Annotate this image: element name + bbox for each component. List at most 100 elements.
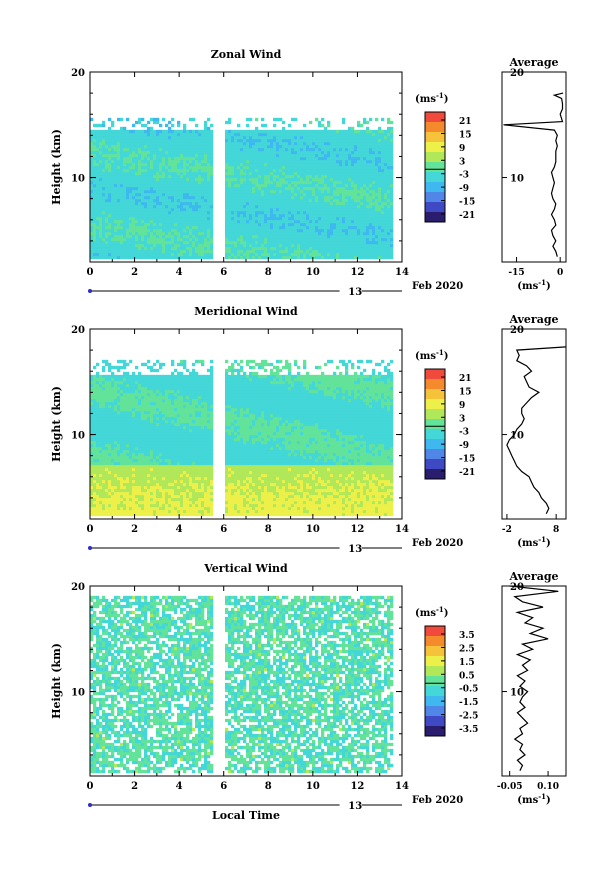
panel-title: Vertical Wind xyxy=(203,562,288,575)
colorbar-segment xyxy=(425,419,445,430)
average-y-tick-label: 20 xyxy=(510,68,524,79)
x-tick-label: 4 xyxy=(176,524,183,535)
month-label: Feb 2020 xyxy=(412,281,463,292)
panel-zonal-wind: Zonal Wind 0 2 4 6 8 10 12 14 10 20 Height (km) 13 Fe… xyxy=(50,48,567,298)
average-x-label: (ms-1) xyxy=(517,535,550,549)
colorbar-segment xyxy=(425,626,445,637)
colorbar-tick-label: -1.5 xyxy=(459,698,478,708)
colorbar-segment xyxy=(425,409,445,420)
colorbar-segment xyxy=(425,429,445,440)
average-panel: Average 10 20 -2 8(ms-1) xyxy=(501,313,567,549)
x-tick-label: 8 xyxy=(265,781,272,792)
colorbar-segment xyxy=(425,656,445,667)
x-tick-label: 8 xyxy=(265,267,272,278)
colorbar-segment xyxy=(425,449,445,460)
colorbar-tick-label: 3 xyxy=(459,157,465,167)
colorbar-segment xyxy=(425,132,445,143)
colorbar-segment xyxy=(425,152,445,163)
colorbar-segment xyxy=(425,172,445,183)
date-label: 13 xyxy=(348,544,362,555)
colorbar-segment xyxy=(425,716,445,727)
x-tick-label: 8 xyxy=(265,524,272,535)
colorbar-segment xyxy=(425,439,445,450)
average-x-tick-label: 0.10 xyxy=(537,782,559,792)
x-tick-label: 0 xyxy=(87,267,94,278)
colorbar-tick-label: -9 xyxy=(459,441,469,451)
panel-meridional-wind: Meridional Wind 0 2 4 6 8 10 12 14 10 20 Height (km… xyxy=(50,305,567,555)
average-x-tick-label: 0 xyxy=(557,268,563,278)
colorbar-segment xyxy=(425,192,445,203)
x-tick-label: 2 xyxy=(131,267,138,278)
heatmap-field xyxy=(90,359,394,517)
x-tick-label: 10 xyxy=(306,781,320,792)
heatmap-field xyxy=(90,117,394,260)
y-tick-label: 10 xyxy=(71,431,85,442)
colorbar-tick-label: -3 xyxy=(459,171,469,181)
average-panel: Average 10 20 -0.05 0.10(ms-1) xyxy=(497,570,567,806)
average-profile-line xyxy=(503,92,564,257)
average-y-tick-label: 10 xyxy=(510,174,524,185)
colorbar-unit: (ms-1) xyxy=(415,91,448,105)
average-title: Average xyxy=(508,56,558,69)
y-tick-label: 10 xyxy=(71,174,85,185)
colorbar-segment xyxy=(425,686,445,697)
colorbar-tick-label: 9 xyxy=(459,401,465,411)
average-profile-line xyxy=(509,585,559,771)
y-tick-label: 20 xyxy=(71,68,85,79)
colorbar-tick-label: 3.5 xyxy=(459,631,475,641)
colorbar-segment xyxy=(425,162,445,173)
average-profile-line xyxy=(506,346,567,514)
average-frame xyxy=(501,328,567,520)
x-tick-label: 14 xyxy=(395,524,409,535)
colorbar-tick-label: 3 xyxy=(459,414,465,424)
colorbar-segment xyxy=(425,646,445,657)
colorbar-tick-label: 15 xyxy=(459,130,472,140)
colorbar-segment xyxy=(425,696,445,707)
x-tick-label: 12 xyxy=(350,267,364,278)
date-marker xyxy=(88,289,92,293)
colorbar-tick-label: -3 xyxy=(459,428,469,438)
average-y-tick-label: 20 xyxy=(510,325,524,336)
average-panel: Average 10 20 -15 0 (ms-1) xyxy=(501,56,567,292)
colorbar-segment xyxy=(425,202,445,213)
average-title: Average xyxy=(508,570,558,583)
colorbar-segment xyxy=(425,726,445,737)
colorbar-segment xyxy=(425,142,445,153)
colorbar-frame xyxy=(424,625,446,737)
x-tick-label: 6 xyxy=(220,781,227,792)
y-tick-label: 20 xyxy=(71,582,85,593)
colorbar-segment xyxy=(425,666,445,677)
average-x-label: (ms-1) xyxy=(517,278,550,292)
colorbar-tick-label: 21 xyxy=(459,374,472,384)
average-y-tick-label: 20 xyxy=(510,582,524,593)
colorbar-tick-label: -21 xyxy=(459,211,475,221)
average-y-tick-label: 10 xyxy=(510,688,524,699)
colorbar-unit: (ms-1) xyxy=(415,348,448,362)
colorbar-tick-label: -3.5 xyxy=(459,725,478,735)
x-tick-label: 12 xyxy=(350,524,364,535)
x-tick-label: 6 xyxy=(220,524,227,535)
colorbar-tick-label: 0.5 xyxy=(459,671,475,681)
colorbar-tick-label: -15 xyxy=(459,198,475,208)
colorbar-tick-label: 9 xyxy=(459,144,465,154)
date-marker xyxy=(88,803,92,807)
y-axis-label: Height (km) xyxy=(50,129,63,205)
average-x-tick-label: -0.05 xyxy=(497,782,523,792)
colorbar-tick-label: -21 xyxy=(459,468,475,478)
panel-title: Zonal Wind xyxy=(211,48,282,61)
x-tick-label: 14 xyxy=(395,267,409,278)
colorbar-tick-label: -15 xyxy=(459,455,475,465)
x-tick-label: 10 xyxy=(306,267,320,278)
average-x-label: (ms-1) xyxy=(517,792,550,806)
average-x-tick-label: 8 xyxy=(553,525,559,535)
colorbar-unit: (ms-1) xyxy=(415,605,448,619)
y-axis-label: Height (km) xyxy=(50,386,63,462)
month-label: Feb 2020 xyxy=(412,795,463,806)
colorbar-tick-label: -2.5 xyxy=(459,712,478,722)
colorbar-segment xyxy=(425,212,445,223)
panel-vertical-wind: Vertical Wind 0 2 4 6 8 10 12 14 10 20 Height (km) 1… xyxy=(50,562,567,822)
panel-title: Meridional Wind xyxy=(194,305,298,318)
x-tick-label: 0 xyxy=(87,781,94,792)
colorbar-tick-label: -0.5 xyxy=(459,685,478,695)
heatmap-field xyxy=(90,595,394,774)
